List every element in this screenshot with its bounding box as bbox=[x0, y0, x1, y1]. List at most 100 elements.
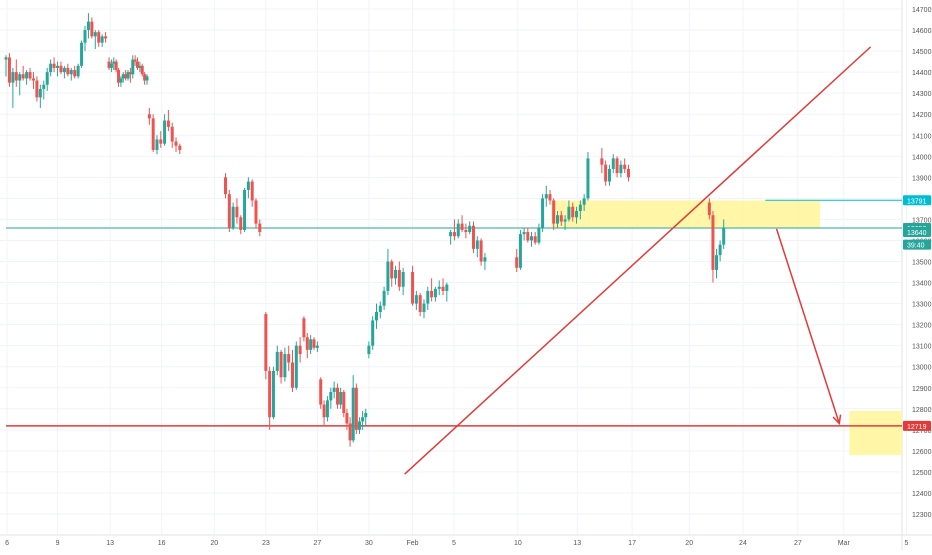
candle-body bbox=[107, 61, 111, 68]
candle-body bbox=[114, 61, 118, 71]
candle-body bbox=[254, 200, 258, 224]
candle-body bbox=[231, 206, 235, 228]
candle-body bbox=[227, 194, 231, 228]
time-tick-label: 13 bbox=[573, 540, 581, 547]
time-tick-label: 27 bbox=[313, 540, 321, 547]
candle-body bbox=[246, 181, 250, 190]
candle-body bbox=[264, 314, 268, 371]
candle-body bbox=[518, 234, 522, 268]
candle-body bbox=[722, 227, 726, 245]
candle-body bbox=[151, 118, 155, 150]
candle-body bbox=[411, 272, 415, 304]
candle-body bbox=[287, 354, 291, 363]
candle-body bbox=[445, 284, 449, 291]
candle-body bbox=[100, 36, 104, 43]
candle-body bbox=[66, 67, 70, 75]
time-tick-label: 24 bbox=[739, 540, 747, 547]
candle-body bbox=[433, 288, 437, 298]
candle-body bbox=[354, 387, 358, 430]
candle-body bbox=[426, 290, 430, 304]
time-tick-label: Feb bbox=[407, 540, 419, 547]
candle-body bbox=[555, 215, 559, 224]
candle-body bbox=[336, 387, 340, 405]
candle-body bbox=[586, 158, 590, 199]
candle-body bbox=[279, 351, 283, 378]
candle-body bbox=[275, 351, 279, 371]
price-axis-label-bg bbox=[903, 195, 931, 206]
candle-body bbox=[526, 232, 530, 241]
projection-arrow-line bbox=[775, 228, 840, 424]
time-tick-label: 20 bbox=[685, 540, 693, 547]
candle-body bbox=[441, 286, 445, 291]
candle-body bbox=[357, 421, 361, 430]
time-tick-label: 30 bbox=[365, 540, 373, 547]
candle-body bbox=[86, 21, 90, 31]
price-tick-label: 14700 bbox=[912, 7, 932, 14]
time-tick-label: 17 bbox=[628, 540, 636, 547]
time-tick-label: 23 bbox=[262, 540, 270, 547]
candle-body bbox=[515, 257, 519, 268]
candle-body bbox=[178, 145, 182, 150]
candle-body bbox=[224, 177, 228, 195]
candle-body bbox=[49, 63, 53, 73]
candle-body bbox=[7, 57, 11, 83]
candle-body bbox=[371, 320, 375, 346]
candle-body bbox=[475, 240, 479, 249]
price-tick-label: 13500 bbox=[912, 260, 932, 267]
candle-body bbox=[615, 158, 619, 174]
candle-body bbox=[136, 61, 140, 68]
price-tick-label: 13100 bbox=[912, 344, 932, 351]
candle-body bbox=[479, 240, 483, 262]
candle-body bbox=[422, 303, 426, 312]
candle-body bbox=[155, 139, 159, 150]
candle-body bbox=[133, 59, 137, 62]
candle-body bbox=[544, 194, 548, 199]
time-tick-label: Mar bbox=[838, 540, 851, 547]
candle-body bbox=[302, 318, 306, 338]
candle-body bbox=[119, 78, 123, 83]
candle-body bbox=[707, 202, 711, 216]
candle-body bbox=[298, 345, 302, 355]
candle-body bbox=[607, 168, 611, 182]
candle-body bbox=[235, 206, 239, 218]
candle-body bbox=[159, 139, 163, 144]
price-tick-label: 13000 bbox=[912, 365, 932, 372]
candle-body bbox=[600, 158, 604, 165]
candle-body bbox=[471, 225, 475, 249]
supply-zone bbox=[849, 410, 902, 456]
candle-body bbox=[351, 387, 355, 441]
candle-body bbox=[258, 223, 262, 233]
price-tick-label: 12300 bbox=[912, 512, 932, 519]
candle-body bbox=[145, 76, 149, 81]
candle-body bbox=[59, 65, 63, 73]
candle-body bbox=[90, 21, 94, 37]
candle-body bbox=[315, 345, 319, 348]
candle-body bbox=[170, 126, 174, 142]
candle-body bbox=[4, 57, 8, 60]
candle-body bbox=[109, 63, 113, 68]
candle-body bbox=[418, 295, 422, 312]
price-tick-label: 14100 bbox=[912, 133, 932, 140]
candle-body bbox=[243, 189, 247, 230]
candle-body bbox=[138, 65, 142, 68]
candle-body bbox=[522, 232, 526, 235]
supply-zone bbox=[551, 200, 821, 228]
price-tick-label: 14600 bbox=[912, 28, 932, 35]
candle-body bbox=[582, 198, 586, 205]
candle-body bbox=[112, 61, 116, 64]
candle-body bbox=[14, 72, 18, 81]
candle-body bbox=[147, 114, 151, 119]
candle-body bbox=[104, 36, 108, 39]
projection-arrow-head bbox=[832, 414, 842, 426]
candle-body bbox=[390, 261, 394, 279]
candle-body bbox=[80, 42, 84, 66]
candle-body bbox=[382, 290, 386, 306]
candle-body bbox=[121, 74, 125, 79]
candle-body bbox=[483, 257, 487, 262]
candle-body bbox=[533, 236, 537, 243]
candle-body bbox=[309, 339, 313, 350]
candle-body bbox=[541, 198, 545, 228]
price-tick-label: 13700 bbox=[912, 217, 932, 224]
candle-body bbox=[578, 204, 582, 211]
